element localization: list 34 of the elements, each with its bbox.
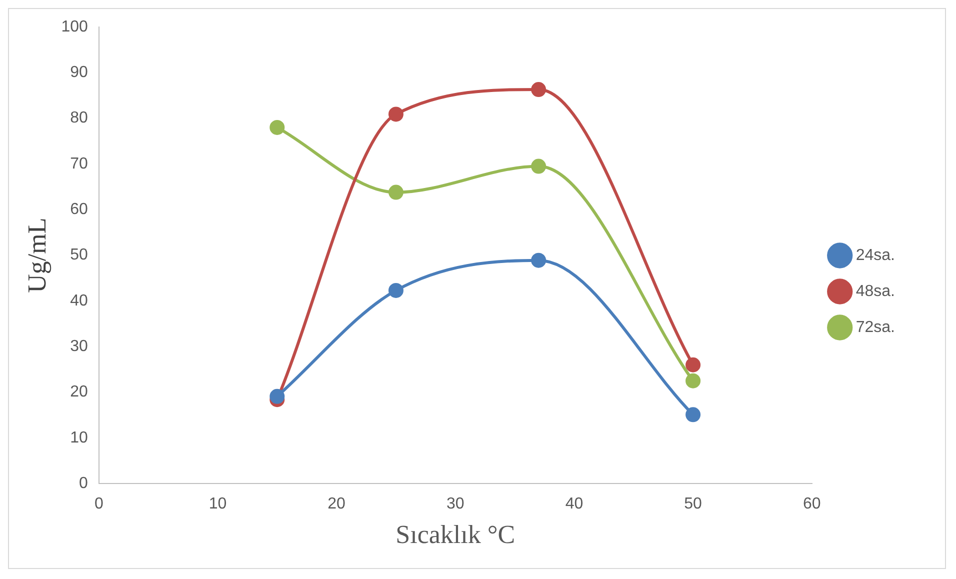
x-tick-label: 10 (208, 496, 227, 513)
legend-label: 24sa. (856, 246, 895, 264)
x-axis-title: Sıcaklık °C (396, 520, 516, 550)
point (531, 82, 546, 98)
x-tick-label: 40 (565, 496, 584, 513)
point (686, 357, 701, 372)
x-tick-label: 0 (94, 496, 104, 513)
y-axis-title: Ug/mL (22, 218, 52, 293)
y-tick-label: 90 (70, 64, 88, 82)
y-tick-label: 30 (70, 338, 88, 356)
point (270, 388, 285, 404)
legend-label: 48sa. (856, 282, 895, 300)
x-tick-label: 30 (446, 496, 464, 513)
point (531, 158, 546, 174)
y-tick-label: 10 (70, 429, 88, 446)
x-tick-label: 60 (802, 496, 821, 513)
point (686, 373, 701, 388)
y-tick-label: 50 (70, 246, 88, 264)
point (388, 282, 404, 298)
point (686, 407, 701, 422)
point (388, 106, 404, 122)
point (531, 252, 546, 268)
y-tick-label: 100 (61, 18, 88, 36)
x-tick-label: 20 (328, 496, 346, 513)
y-tick-label: 40 (70, 292, 88, 310)
y-tick-label: 0 (78, 475, 88, 492)
point (388, 184, 404, 200)
legend-label: 72sa. (856, 318, 895, 336)
y-tick-label: 70 (70, 155, 88, 172)
y-tick-label: 80 (70, 110, 88, 127)
x-tick-label: 50 (684, 496, 702, 513)
y-tick-label: 20 (70, 384, 88, 401)
point (270, 120, 285, 135)
y-tick-label: 60 (70, 201, 88, 218)
